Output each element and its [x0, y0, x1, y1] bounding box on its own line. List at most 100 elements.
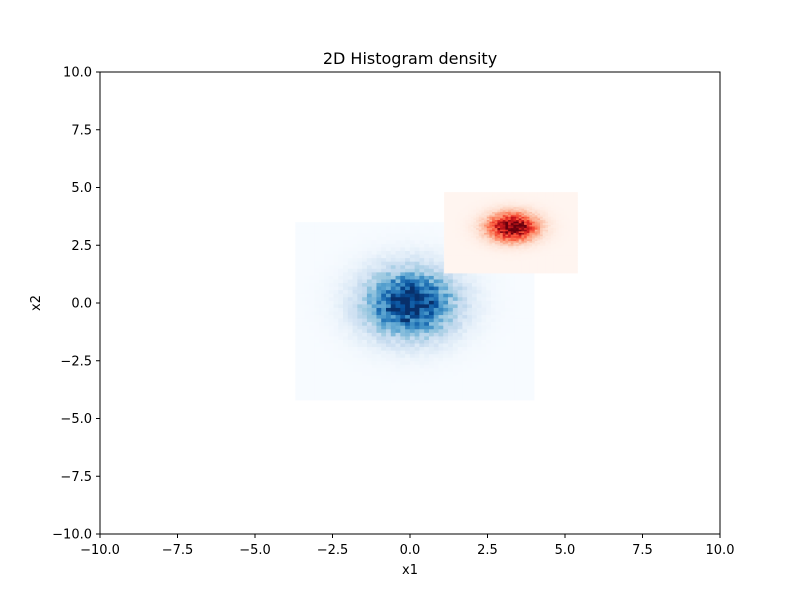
histogram-bin [352, 368, 358, 372]
histogram-bin [481, 256, 485, 259]
histogram-bin [449, 214, 453, 217]
histogram-bin [524, 321, 530, 326]
histogram-bin [462, 371, 468, 376]
histogram-bin [548, 243, 552, 246]
histogram-bin [569, 251, 573, 254]
histogram-bin [500, 392, 506, 397]
histogram-bin [446, 255, 450, 258]
histogram-bin [508, 240, 512, 243]
histogram-bin [486, 243, 490, 246]
histogram-bin [409, 271, 416, 276]
histogram-bin [419, 332, 425, 337]
histogram-bin [452, 229, 456, 232]
histogram-bin [414, 225, 420, 230]
histogram-bin [497, 200, 501, 203]
histogram-bin [518, 229, 522, 232]
histogram-bin [486, 247, 490, 250]
histogram-bin [519, 385, 525, 390]
histogram-bin [471, 332, 478, 337]
histogram-bin [390, 350, 396, 355]
histogram-bin [424, 368, 430, 372]
histogram-bin [446, 256, 450, 259]
histogram-bin [467, 364, 473, 369]
histogram-bin [510, 350, 516, 355]
histogram-bin [443, 279, 449, 284]
histogram-bin [489, 237, 493, 240]
histogram-bin [473, 230, 477, 233]
histogram-bin [419, 382, 425, 387]
histogram-bin [491, 282, 497, 287]
histogram-bin [510, 307, 516, 312]
histogram-bin [319, 396, 325, 401]
histogram-bin [529, 357, 535, 362]
histogram-bin [433, 325, 439, 330]
histogram-bin [566, 219, 570, 222]
histogram-bin [542, 193, 546, 196]
histogram-bin [489, 206, 493, 209]
histogram-bin [460, 214, 464, 217]
histogram-bin [468, 201, 472, 204]
histogram-bin [505, 321, 511, 326]
histogram-bin [395, 357, 401, 362]
histogram-bin [462, 221, 466, 224]
histogram-bin [448, 296, 454, 301]
histogram-bin [542, 217, 546, 221]
histogram-bin [566, 266, 570, 269]
histogram-bin [574, 222, 578, 225]
histogram-bin [443, 382, 449, 387]
histogram-bin [542, 213, 546, 216]
histogram-bin [572, 206, 576, 209]
histogram-bin [534, 216, 538, 219]
histogram-bin [419, 325, 425, 330]
histogram-bin [381, 328, 387, 333]
histogram-bin [381, 232, 387, 237]
histogram-bin [550, 255, 554, 258]
histogram-bin [323, 250, 330, 255]
histogram-bin [295, 289, 301, 294]
histogram-bin [347, 311, 353, 316]
histogram-bin [319, 289, 325, 294]
histogram-bin [333, 286, 339, 291]
histogram-bin [465, 211, 469, 214]
histogram-bin [357, 232, 363, 237]
histogram-bin [516, 198, 520, 201]
histogram-bin [542, 232, 546, 235]
histogram-bin [457, 193, 461, 196]
histogram-bin [468, 195, 472, 198]
histogram-bin [513, 192, 517, 195]
histogram-bin [309, 300, 315, 305]
histogram-bin [409, 325, 416, 330]
histogram-bin [460, 258, 464, 261]
histogram-bin [314, 286, 320, 291]
histogram-bin [338, 247, 344, 252]
histogram-bin [462, 192, 466, 195]
histogram-bin [484, 266, 488, 269]
histogram-bin [561, 230, 565, 233]
histogram-bin [438, 247, 444, 252]
histogram-bin [300, 282, 306, 287]
histogram-bin [486, 264, 490, 267]
histogram-bin [553, 243, 557, 246]
histogram-bin [524, 243, 528, 246]
histogram-bin [558, 230, 562, 233]
histogram-bin [471, 325, 478, 330]
histogram-bin [419, 250, 425, 255]
histogram-bin [540, 209, 544, 212]
histogram-bin [473, 242, 477, 245]
histogram-bin [489, 245, 493, 248]
histogram-bin [492, 230, 496, 233]
histogram-bin [564, 256, 568, 259]
histogram-bin [457, 219, 461, 222]
histogram-bin [481, 357, 487, 362]
histogram-bin [491, 389, 497, 394]
histogram-bin [510, 396, 516, 401]
histogram-bin [478, 214, 482, 217]
histogram-bin [540, 235, 544, 238]
histogram-bin [518, 260, 522, 263]
histogram-bin [409, 247, 416, 252]
histogram-bin [467, 371, 473, 376]
histogram-bin [449, 193, 453, 196]
histogram-bin [452, 307, 459, 312]
histogram-bin [561, 208, 565, 211]
histogram-bin [566, 227, 570, 230]
